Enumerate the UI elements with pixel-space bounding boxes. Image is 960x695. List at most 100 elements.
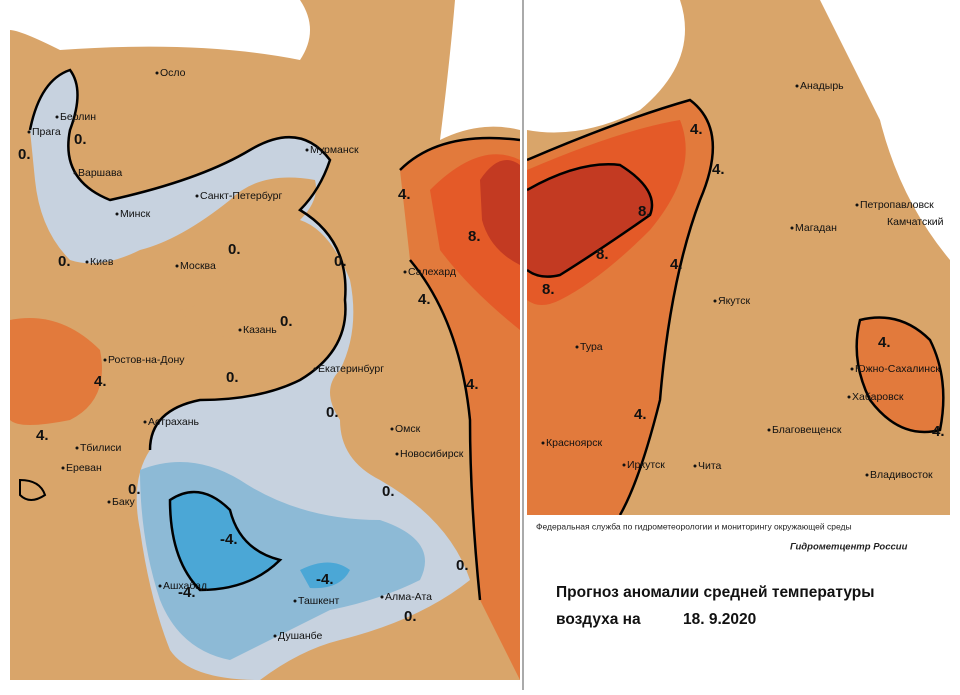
- city-dot: [541, 441, 545, 445]
- isoline-label: -4.: [178, 584, 196, 601]
- isoline-label: 4.: [36, 427, 49, 444]
- city-label: Якутск: [718, 295, 750, 307]
- isoline-label: 0.: [334, 253, 347, 270]
- title-line: воздуха на: [556, 611, 641, 628]
- isoline-label: 4.: [634, 406, 647, 423]
- city-label: Москва: [180, 260, 216, 272]
- city-dot: [155, 71, 159, 75]
- isoline-label: 0.: [404, 608, 417, 625]
- isoline: [855, 316, 945, 434]
- hot-region: [527, 164, 652, 277]
- city-dot: [115, 212, 119, 216]
- city-label: Варшава: [78, 167, 122, 179]
- city-label: Омск: [395, 423, 421, 435]
- anomaly-field: [180, 238, 290, 340]
- city-label: Петропавловск: [860, 199, 934, 211]
- outside-area: [527, 0, 685, 133]
- outside-area: [820, 0, 950, 260]
- city-dot: [103, 358, 107, 362]
- isoline-label: 4.: [932, 423, 945, 440]
- city-label: Берлин: [60, 111, 96, 123]
- isoline-label: 4.: [418, 291, 431, 308]
- city-dot: [390, 427, 394, 431]
- city-label: Анадырь: [800, 80, 844, 92]
- right-panel: [527, 0, 950, 515]
- city-dot: [313, 367, 317, 371]
- outside-area: [440, 0, 520, 140]
- city-dot: [767, 428, 771, 432]
- city-dot: [622, 463, 626, 467]
- city-dot: [238, 328, 242, 332]
- city-label: Салехард: [408, 266, 456, 278]
- city-dot: [693, 464, 697, 468]
- city-label: Иркутск: [627, 459, 665, 471]
- isoline-label: 0.: [226, 369, 239, 386]
- isoline-label: 8.: [638, 203, 651, 220]
- city-dot: [85, 260, 89, 264]
- city-label: Красноярск: [546, 437, 602, 449]
- city-label: Ереван: [66, 462, 102, 474]
- isoline-label: 4.: [878, 334, 891, 351]
- isoline-label: 0.: [382, 483, 395, 500]
- isoline-label: -4.: [316, 571, 334, 588]
- city-dot: [380, 595, 384, 599]
- isoline-label: 4.: [690, 121, 703, 138]
- city-dot: [143, 420, 147, 424]
- city-dot: [27, 130, 31, 134]
- city-dot: [403, 270, 407, 274]
- city-label: Владивосток: [870, 469, 933, 481]
- city-dot: [175, 264, 179, 268]
- isoline-label: 8.: [596, 246, 609, 263]
- city-dot: [575, 345, 579, 349]
- city-dot: [273, 634, 277, 638]
- city-label: Чита: [698, 460, 722, 472]
- city-label: Санкт-Петербург: [200, 190, 283, 202]
- city-dot: [790, 226, 794, 230]
- isoline-label: 4.: [398, 186, 411, 203]
- outside-area: [10, 0, 310, 60]
- city-label: Южно-Сахалинск: [855, 363, 940, 375]
- city-label: Астрахань: [148, 416, 200, 428]
- isoline-label: 0.: [74, 131, 87, 148]
- isoline-label: 4.: [712, 161, 725, 178]
- city-dot: [795, 84, 799, 88]
- isoline: [527, 163, 654, 278]
- city-dot: [73, 171, 77, 175]
- city-dot: [55, 115, 59, 119]
- isoline: [28, 68, 347, 451]
- isoline: [19, 478, 47, 501]
- hot-region: [480, 160, 520, 265]
- city-dot: [195, 194, 199, 198]
- isoline-label: 0.: [326, 404, 339, 421]
- city-label: Ташкент: [298, 595, 340, 607]
- city-label: Екатеринбург: [318, 363, 384, 375]
- city-dot: [865, 473, 869, 477]
- city-label: Казань: [243, 324, 277, 336]
- credit-center: Гидрометцентр России: [790, 542, 908, 553]
- city-label: Мурманск: [310, 144, 359, 156]
- city-label: Магадан: [795, 222, 837, 234]
- city-label: Ашхабад: [163, 580, 207, 592]
- city-label: Осло: [160, 67, 186, 79]
- isoline-label: 4.: [466, 376, 479, 393]
- city-dot: [75, 446, 79, 450]
- city-label: Минск: [120, 208, 151, 220]
- city-label: Баку: [112, 496, 135, 508]
- title-line: Прогноз аномалии средней температуры: [556, 584, 875, 601]
- city-label: Тура: [580, 341, 603, 353]
- city-dot: [847, 395, 851, 399]
- credit-agency: Федеральная служба по гидрометеорологии …: [536, 521, 852, 531]
- isoline-label: 0.: [128, 481, 141, 498]
- city-label: Благовещенск: [772, 424, 842, 436]
- city-label: Алма-Ата: [385, 591, 432, 603]
- city-label: Душанбе: [278, 630, 323, 642]
- warm-region: [856, 317, 944, 432]
- city-label: Камчатский: [887, 216, 944, 228]
- city-dot: [713, 299, 717, 303]
- isoline-label: 0.: [280, 313, 293, 330]
- isoline-label: 4.: [670, 256, 683, 273]
- isoline-label: 8.: [468, 228, 481, 245]
- title-date: 18. 9.2020: [683, 611, 756, 628]
- city-label: Киев: [90, 256, 114, 268]
